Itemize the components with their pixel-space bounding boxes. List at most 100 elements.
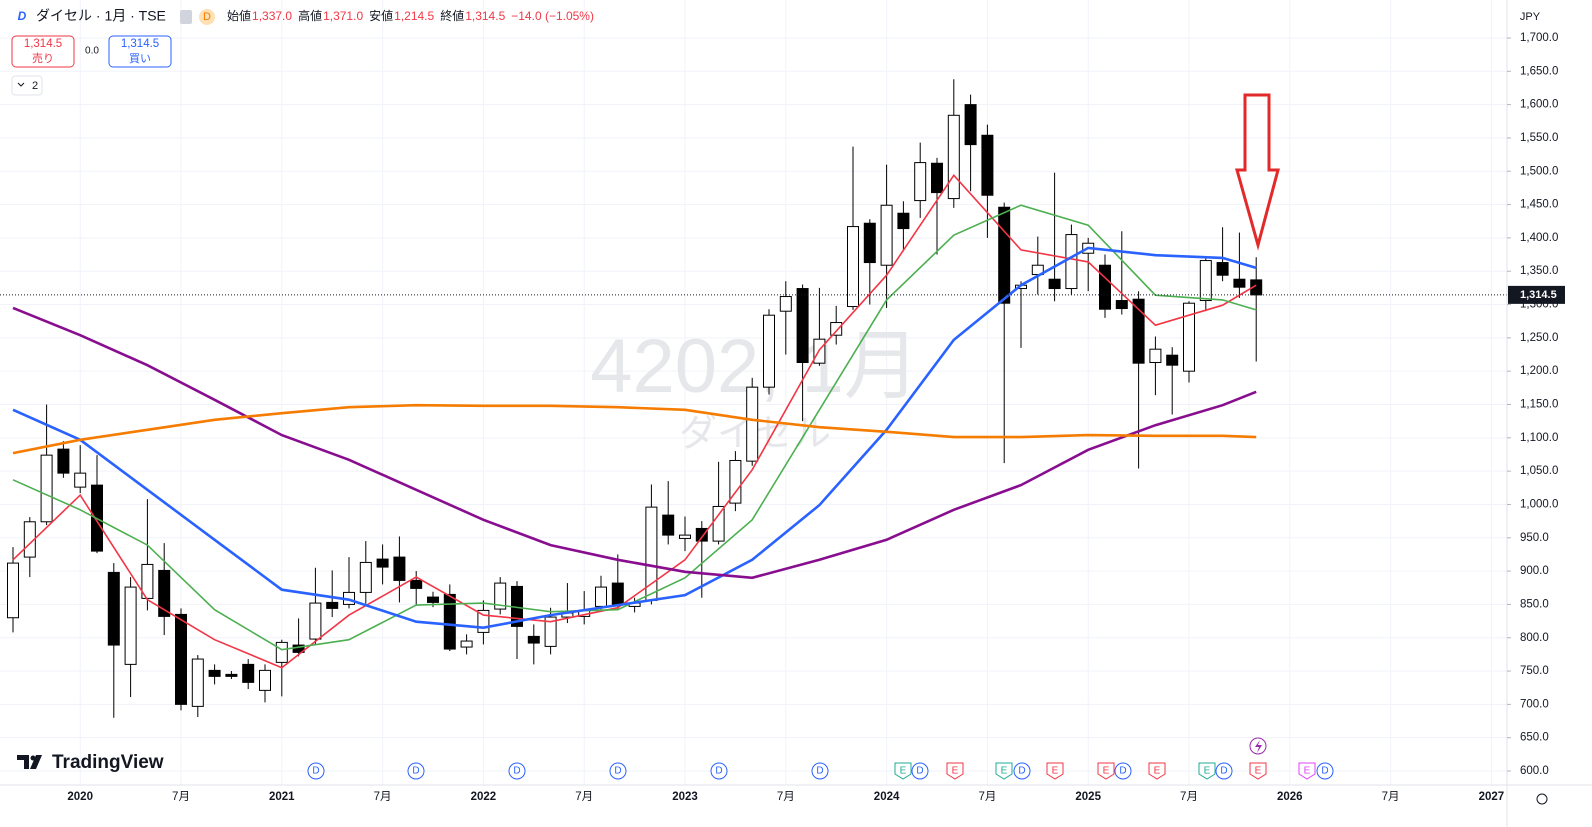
event-icon[interactable] <box>1097 762 1115 780</box>
candle-body <box>309 602 322 640</box>
event-icon[interactable] <box>710 762 728 780</box>
badge-letter: D <box>203 11 211 23</box>
x-tick-label: 2023 <box>672 791 698 803</box>
candle-body <box>57 448 70 474</box>
candle-body <box>914 162 927 202</box>
sell-price[interactable]: 1,314.5 <box>24 38 62 50</box>
event-label[interactable]: E <box>1001 766 1008 777</box>
x-tick-label: 2027 <box>1479 791 1505 803</box>
indicators-count[interactable]: 2 <box>32 80 38 92</box>
candle-body <box>679 534 691 539</box>
market-icon <box>180 10 192 24</box>
event-icon[interactable] <box>1013 762 1031 780</box>
ohlc-value: 1,337.0 <box>252 9 292 23</box>
y-tick-label: 1,200.0 <box>1520 365 1558 377</box>
event-label[interactable]: D <box>614 766 621 777</box>
event-icon[interactable] <box>307 762 325 780</box>
event-icon[interactable] <box>1148 762 1166 780</box>
moving-average <box>12 204 1257 651</box>
x-tick-label: 7月 <box>575 791 593 803</box>
event-upcoming-bolt <box>1255 740 1262 753</box>
symbol-icon <box>15 10 29 24</box>
ohlc-value: 1,314.5 <box>465 9 505 23</box>
moving-average <box>12 306 1257 580</box>
event-label[interactable]: E <box>952 766 959 777</box>
y-tick-label: 1,150.0 <box>1520 399 1558 411</box>
sell-button[interactable] <box>11 35 75 68</box>
change: −14.0 (−1.05%) <box>511 9 594 23</box>
y-tick-label: 650.0 <box>1520 732 1549 744</box>
buy-price[interactable]: 1,314.5 <box>121 38 159 50</box>
event-icon[interactable] <box>1046 762 1064 780</box>
event-icon[interactable] <box>1316 762 1334 780</box>
last-price-box <box>1508 285 1565 304</box>
y-tick-label: 1,100.0 <box>1520 432 1558 444</box>
candle-body <box>107 571 120 646</box>
y-tick-label: 1,050.0 <box>1520 465 1558 477</box>
trade-buttons: 1,314.5 売り 0.0 1,314.5 買い 2 <box>11 35 172 96</box>
y-tick-label: 1,000.0 <box>1520 498 1558 510</box>
y-tick-label: 1,400.0 <box>1520 232 1558 244</box>
event-label[interactable]: E <box>1304 766 1311 777</box>
candle-body <box>897 212 910 230</box>
event-label[interactable]: E <box>1052 766 1059 777</box>
candle-body <box>1048 278 1061 290</box>
candle-body <box>998 206 1011 304</box>
x-tick-label: 7月 <box>1382 791 1400 803</box>
buy-label[interactable]: 買い <box>129 52 151 65</box>
event-label[interactable]: D <box>816 766 823 777</box>
y-tick-label: 950.0 <box>1520 532 1549 544</box>
event-label[interactable]: D <box>1018 766 1025 777</box>
event-icon[interactable] <box>911 762 929 780</box>
event-label[interactable]: D <box>1220 766 1227 777</box>
candle-body <box>544 616 557 647</box>
candle-body <box>796 288 809 364</box>
event-label[interactable]: D <box>312 766 319 777</box>
currency: JPY <box>1520 11 1541 23</box>
event-label[interactable]: E <box>900 766 907 777</box>
candle-body <box>158 569 171 617</box>
event-label[interactable]: E <box>1154 766 1161 777</box>
event-label[interactable]: E <box>1204 766 1211 777</box>
candle-body <box>259 669 271 691</box>
candle-body <box>326 601 339 609</box>
candle-body <box>1099 264 1111 310</box>
symbol[interactable]: ダイセル · 1月 · TSE <box>36 8 166 24</box>
event-label[interactable]: D <box>1119 766 1126 777</box>
event-icon[interactable] <box>894 762 912 780</box>
event-label[interactable]: D <box>513 766 520 777</box>
indicators-toggle[interactable] <box>11 75 43 96</box>
event-icon[interactable] <box>1198 762 1216 780</box>
event-icon[interactable] <box>1215 762 1233 780</box>
event-label[interactable]: D <box>412 766 419 777</box>
candle-body <box>847 226 859 308</box>
candle-body <box>880 204 893 266</box>
candle-body <box>712 505 725 542</box>
y-tick-label: 1,250.0 <box>1520 332 1558 344</box>
x-tick-label: 7月 <box>374 791 392 803</box>
event-label[interactable]: E <box>1255 766 1262 777</box>
sell-label[interactable]: 売り <box>32 52 54 65</box>
event-icon[interactable] <box>508 762 526 780</box>
event-icon[interactable] <box>407 762 425 780</box>
event-icon[interactable] <box>1114 762 1132 780</box>
event-label[interactable]: D <box>916 766 923 777</box>
event-label[interactable]: D <box>1321 766 1328 777</box>
event-icon[interactable] <box>1249 762 1267 780</box>
event-icon[interactable] <box>609 762 627 780</box>
candle-body <box>947 114 960 200</box>
event-icon[interactable] <box>995 762 1013 780</box>
event-icon[interactable] <box>811 762 829 780</box>
event-icon[interactable] <box>946 762 964 780</box>
x-tick-label: 2025 <box>1075 791 1101 803</box>
event-icon[interactable] <box>1298 762 1316 780</box>
event-label[interactable]: E <box>1103 766 1110 777</box>
candle-body <box>779 296 792 312</box>
candle-body <box>931 162 943 194</box>
candle-body <box>359 561 372 593</box>
settings-icon[interactable] <box>1536 793 1548 805</box>
event-label[interactable]: D <box>715 766 722 777</box>
buy-button[interactable] <box>108 35 172 68</box>
moving-average <box>12 403 1257 455</box>
